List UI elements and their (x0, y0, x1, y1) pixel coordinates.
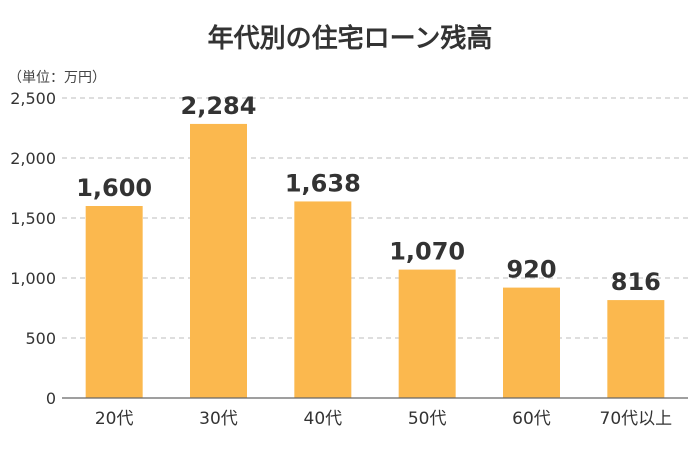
x-tick-label: 40代 (304, 409, 343, 429)
bar (398, 269, 456, 398)
data-label: 1,600 (76, 174, 152, 202)
y-tick-label: 1,000 (10, 269, 56, 288)
x-tick-label: 30代 (199, 409, 238, 429)
bars (85, 123, 665, 399)
x-tick-label: 60代 (512, 409, 551, 429)
y-tick-label: 0 (46, 389, 56, 408)
x-axis-ticks: 20代 30代 40代 50代 60代 70代以上 (95, 409, 672, 429)
unit-label: （単位：万円） (8, 70, 106, 86)
data-label: 816 (611, 268, 661, 296)
gridlines (62, 97, 688, 339)
chart-title: 年代別の住宅ローン残高 (208, 23, 493, 54)
y-tick-label: 2,000 (10, 149, 56, 168)
y-axis-ticks: 0 500 1,000 1,500 2,000 2,500 (10, 89, 56, 408)
x-tick-label: 20代 (95, 409, 134, 429)
data-labels: 1,600 2,284 1,638 1,070 920 816 (76, 92, 661, 296)
data-label: 1,070 (389, 238, 465, 266)
y-tick-label: 500 (25, 329, 56, 348)
y-tick-label: 1,500 (10, 209, 56, 228)
bar (607, 300, 665, 398)
y-tick-label: 2,500 (10, 89, 56, 108)
bar (503, 287, 560, 398)
x-tick-label: 70代以上 (600, 409, 673, 429)
data-label: 920 (506, 256, 556, 284)
bar (85, 206, 143, 398)
data-label: 2,284 (181, 92, 257, 120)
bar (190, 123, 247, 399)
bar (294, 201, 352, 398)
x-tick-label: 50代 (408, 409, 447, 429)
data-label: 1,638 (285, 169, 361, 197)
